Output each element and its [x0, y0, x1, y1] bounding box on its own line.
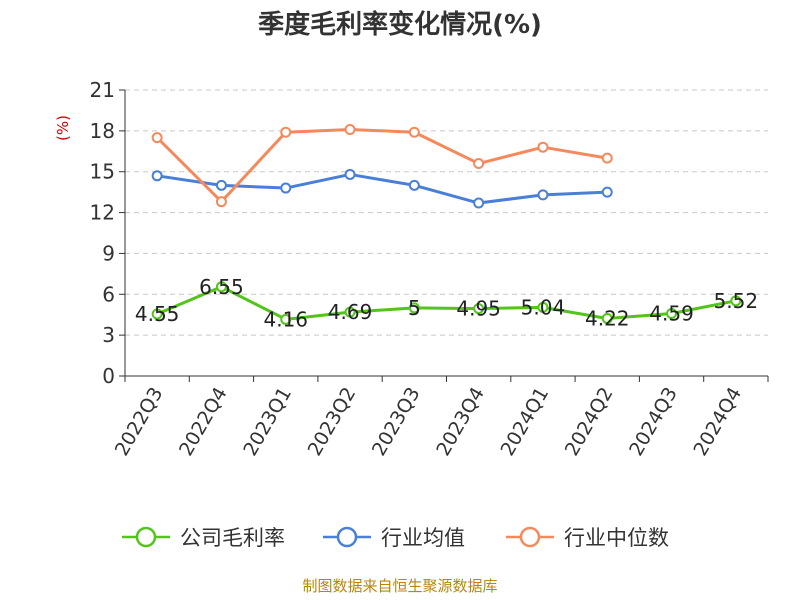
y-tick-label: 9 — [102, 241, 115, 265]
data-label: 4.69 — [328, 300, 373, 324]
legend-item[interactable]: 行业均值 — [323, 526, 465, 550]
data-label: 4.95 — [456, 297, 501, 321]
x-tick-label: 2022Q3 — [111, 384, 168, 460]
legend-label: 行业均值 — [381, 526, 465, 550]
data-point[interactable] — [408, 302, 420, 314]
series-line — [156, 127, 608, 204]
data-point[interactable] — [280, 126, 292, 138]
y-tick-label: 6 — [102, 282, 115, 306]
axes — [119, 89, 769, 382]
y-tick-label: 15 — [90, 160, 115, 184]
data-label: 5.52 — [714, 289, 759, 313]
x-tick-label: 2024Q1 — [497, 384, 554, 460]
series-line — [156, 285, 737, 321]
data-point[interactable] — [666, 307, 678, 319]
data-label: 4.59 — [649, 301, 694, 325]
legend[interactable]: 公司毛利率 行业均值 行业中位数 — [122, 526, 669, 550]
y-axis-unit: (%) — [54, 115, 72, 141]
legend-label: 行业中位数 — [564, 526, 669, 550]
data-point[interactable] — [344, 306, 356, 318]
legend-label: 公司毛利率 — [180, 526, 285, 550]
y-tick-label: 0 — [102, 364, 115, 388]
legend-marker — [519, 526, 541, 548]
data-point[interactable] — [280, 313, 292, 325]
data-labels: 4.55 6.55 4.16 4.69 5 4.95 5.04 4.22 4.59 5.52 — [135, 275, 758, 332]
legend-marker — [135, 526, 157, 548]
grid-lines — [125, 89, 768, 336]
data-point[interactable] — [537, 301, 549, 313]
data-point[interactable] — [215, 179, 227, 191]
data-point[interactable] — [537, 141, 549, 153]
data-point[interactable] — [344, 123, 356, 135]
source-note: 制图数据来自恒生聚源数据库 — [302, 577, 497, 595]
data-label: 5 — [408, 296, 421, 320]
x-tick-label: 2024Q4 — [689, 384, 746, 460]
data-point[interactable] — [473, 197, 485, 209]
data-label: 5.04 — [521, 295, 566, 319]
data-point[interactable] — [151, 308, 163, 320]
x-tick-label: 2023Q3 — [368, 384, 425, 460]
data-label: 4.16 — [263, 307, 308, 331]
x-tick-label: 2024Q3 — [625, 384, 682, 460]
data-point[interactable] — [601, 313, 613, 325]
series-group — [151, 123, 742, 325]
y-tick-label: 3 — [102, 323, 115, 347]
chart-title: 季度毛利率变化情况(%) — [258, 9, 542, 40]
data-point[interactable] — [473, 303, 485, 315]
x-tick-label: 2022Q4 — [175, 384, 232, 460]
y-tick-label: 12 — [90, 201, 115, 225]
data-point[interactable] — [151, 170, 163, 182]
legend-item[interactable]: 公司毛利率 — [122, 526, 285, 550]
legend-marker — [336, 526, 358, 548]
data-point[interactable] — [215, 196, 227, 208]
data-label: 4.55 — [135, 302, 180, 326]
data-label: 4.22 — [585, 307, 630, 331]
data-point[interactable] — [151, 132, 163, 144]
y-tick-labels: 0 3 6 9 12 15 18 21 — [90, 78, 115, 388]
y-tick-label: 18 — [90, 119, 115, 143]
data-point[interactable] — [408, 126, 420, 138]
data-point[interactable] — [730, 295, 742, 307]
x-tick-label: 2023Q1 — [239, 384, 296, 460]
x-tick-label: 2024Q2 — [561, 384, 618, 460]
data-point[interactable] — [601, 186, 613, 198]
x-tick-label: 2023Q2 — [304, 384, 361, 460]
legend-item[interactable]: 行业中位数 — [506, 526, 669, 550]
data-point[interactable] — [215, 281, 227, 293]
data-point[interactable] — [344, 168, 356, 180]
data-point[interactable] — [473, 158, 485, 170]
data-point[interactable] — [408, 179, 420, 191]
data-point[interactable] — [537, 189, 549, 201]
data-point[interactable] — [601, 152, 613, 164]
data-label: 6.55 — [199, 275, 244, 299]
x-tick-label: 2023Q4 — [432, 384, 489, 460]
series-line — [156, 172, 608, 205]
x-tick-labels: 2022Q3 2022Q4 2023Q1 2023Q2 2023Q3 2023Q4 2024… — [111, 384, 746, 460]
data-point[interactable] — [280, 182, 292, 194]
y-tick-label: 21 — [90, 78, 115, 102]
